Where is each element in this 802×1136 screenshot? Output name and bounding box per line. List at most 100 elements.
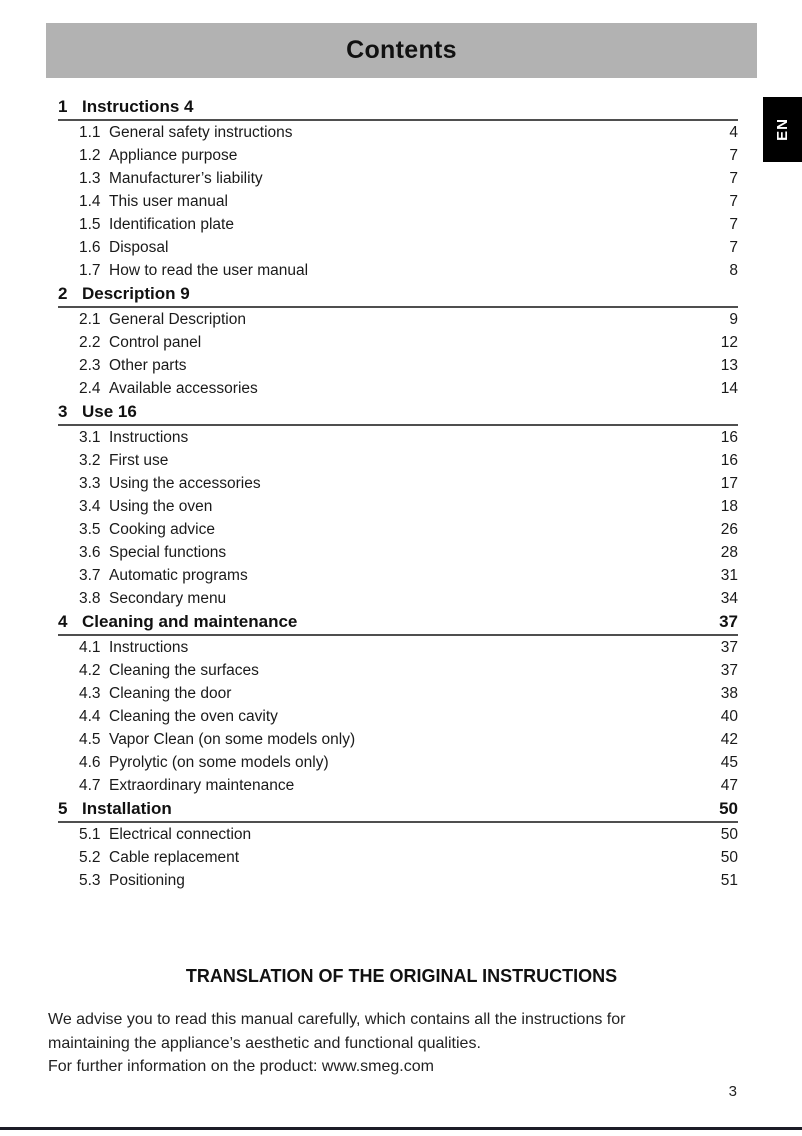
language-tab-label: EN xyxy=(774,118,791,141)
toc-entry: 3.6 Special functions 28 xyxy=(58,541,738,564)
toc-entry-number: 4.6 xyxy=(79,754,101,771)
toc-section: 3 Use 16 3.1 Instructions 16 3.2 First use 16 3.… xyxy=(58,400,738,610)
toc-entry-title: Cooking advice xyxy=(109,521,215,538)
toc-entry-page: 16 xyxy=(720,452,738,469)
toc-entry-title: Extraordinary maintenance xyxy=(109,777,295,794)
toc-entry-title: Cleaning the surfaces xyxy=(109,662,259,679)
toc-entry-title: Secondary menu xyxy=(109,590,227,607)
toc-entry: 2.4 Available accessories 14 xyxy=(58,377,738,400)
toc-entry-title: Using the accessories xyxy=(109,475,261,492)
toc-entry-number: 3.7 xyxy=(79,567,101,584)
toc-entry-number: 4.5 xyxy=(79,731,101,748)
section-rule xyxy=(58,306,738,308)
toc-entry-number: 1.5 xyxy=(79,216,101,233)
toc-entry: 4.2 Cleaning the surfaces 37 xyxy=(58,659,738,682)
toc-entry: 4.7 Extraordinary maintenance 47 xyxy=(58,774,738,797)
toc-entry-title: General safety instructions xyxy=(109,124,293,141)
page-title: Contents xyxy=(346,36,457,64)
section-number: 3 xyxy=(58,402,68,421)
toc-entry-page: 45 xyxy=(720,754,738,771)
toc-entry: 1.5 Identification plate 7 xyxy=(58,213,738,236)
toc-section: 4 Cleaning and maintenance 37 4.1 Instructio… xyxy=(58,610,738,797)
toc-entry-page: 34 xyxy=(720,590,738,607)
toc-entry: 3.1 Instructions 16 xyxy=(58,426,738,449)
section-title: Description 9 xyxy=(82,284,190,303)
toc-entry-page: 16 xyxy=(720,429,738,446)
toc-entry-title: Cable replacement xyxy=(109,849,240,866)
toc-entry-title: Control panel xyxy=(109,334,202,351)
toc-entry: 3.3 Using the accessories 17 xyxy=(58,472,738,495)
section-rule xyxy=(58,119,738,121)
toc-entry: 2.2 Control panel 12 xyxy=(58,331,738,354)
toc-entry: 4.1 Instructions 37 xyxy=(58,636,738,659)
toc-entry-title: This user manual xyxy=(109,193,228,210)
toc-entry-title: Instructions xyxy=(109,429,189,446)
section-rule xyxy=(58,821,738,823)
toc-entry-page: 14 xyxy=(720,380,738,397)
toc-entry-title: Special functions xyxy=(109,544,227,561)
toc-entry: 3.8 Secondary menu 34 xyxy=(58,587,738,610)
toc-entry-page: 37 xyxy=(720,662,738,679)
toc-entry-number: 3.1 xyxy=(79,429,101,446)
toc-section: 5 Installation 50 5.1 Electrical connection 5… xyxy=(58,797,738,892)
section-number: 2 xyxy=(58,284,68,303)
toc-entry-page: 28 xyxy=(720,544,738,561)
toc-entry-page: 50 xyxy=(720,849,738,866)
toc-entry-title: Manufacturer’s liability xyxy=(109,170,263,187)
toc-entry: 1.4 This user manual 7 xyxy=(58,190,738,213)
toc-entry-number: 3.2 xyxy=(79,452,101,469)
table-of-contents: 1 Instructions 4 1.1 General safety instruc… xyxy=(58,95,738,892)
toc-entry-title: Appliance purpose xyxy=(109,147,238,164)
toc-entry-number: 3.3 xyxy=(79,475,101,492)
toc-entry-number: 1.3 xyxy=(79,170,101,187)
toc-entry-number: 1.2 xyxy=(79,147,101,164)
toc-entry: 1.3 Manufacturer’s liability 7 xyxy=(58,167,738,190)
toc-entry-page: 31 xyxy=(720,567,738,584)
toc-entry-title: Instructions xyxy=(109,639,189,656)
toc-entry-title: Identification plate xyxy=(109,216,234,233)
toc-entry-title: Disposal xyxy=(109,239,169,256)
toc-entry-number: 2.2 xyxy=(79,334,101,351)
toc-entry-number: 1.7 xyxy=(79,262,101,279)
toc-entry-number: 5.2 xyxy=(79,849,101,866)
toc-section-header: 5 Installation 50 xyxy=(58,797,738,821)
footer-heading: TRANSLATION OF THE ORIGINAL INSTRUCTIONS xyxy=(185,966,618,986)
toc-entry-page: 7 xyxy=(729,147,738,164)
section-number: 1 xyxy=(58,97,68,116)
section-page: 37 xyxy=(719,612,738,631)
toc-entry-number: 2.3 xyxy=(79,357,101,374)
toc-entry: 1.7 How to read the user manual 8 xyxy=(58,259,738,282)
toc-entry-page: 37 xyxy=(720,639,738,656)
toc-entry-title: First use xyxy=(109,452,169,469)
toc-entry-number: 3.4 xyxy=(79,498,101,515)
toc-entry-page: 42 xyxy=(720,731,738,748)
toc-entry: 2.1 General Description 9 xyxy=(58,308,738,331)
toc-section-header: 3 Use 16 xyxy=(58,400,738,424)
footer-info-line: For further information on the product: … xyxy=(48,1058,434,1075)
section-rule xyxy=(58,634,738,636)
toc-entry-title: General Description xyxy=(109,311,246,328)
toc-entry: 5.3 Positioning 51 xyxy=(58,869,738,892)
toc-entry-number: 4.7 xyxy=(79,777,101,794)
toc-entry-number: 3.6 xyxy=(79,544,101,561)
toc-entry-page: 7 xyxy=(729,170,738,187)
toc-entry: 2.3 Other parts 13 xyxy=(58,354,738,377)
section-rule xyxy=(58,424,738,426)
toc-entry: 3.7 Automatic programs 31 xyxy=(58,564,738,587)
section-page: 50 xyxy=(719,799,738,818)
toc-entry-title: Cleaning the oven cavity xyxy=(109,708,278,725)
toc-entry-page: 18 xyxy=(720,498,738,515)
toc-entry-title: How to read the user manual xyxy=(109,262,309,279)
toc-entry-page: 47 xyxy=(720,777,738,794)
section-number: 5 xyxy=(58,799,68,818)
toc-entry: 1.6 Disposal 7 xyxy=(58,236,738,259)
toc-entry-number: 2.1 xyxy=(79,311,101,328)
toc-entry-page: 51 xyxy=(720,872,738,889)
toc-entry-title: Cleaning the door xyxy=(109,685,232,702)
toc-entry: 5.2 Cable replacement 50 xyxy=(58,846,738,869)
toc-entry-page: 12 xyxy=(720,334,738,351)
toc-entry-title: Other parts xyxy=(109,357,187,374)
toc-entry-title: Vapor Clean (on some models only) xyxy=(109,731,356,748)
toc-entry-page: 7 xyxy=(729,193,738,210)
